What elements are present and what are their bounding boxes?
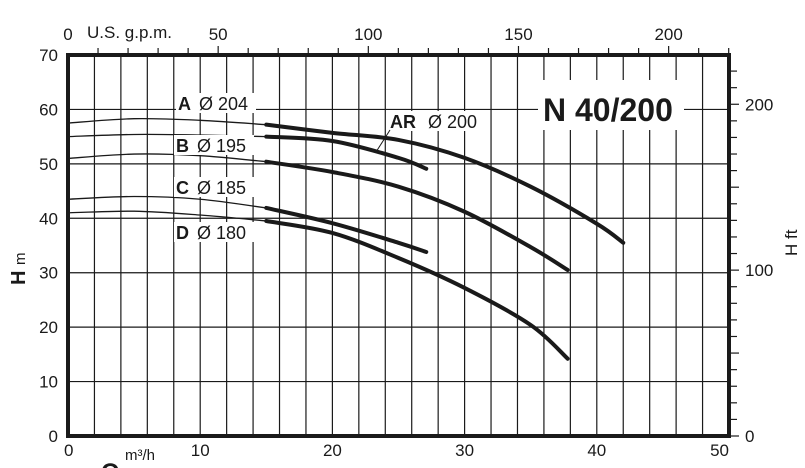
x-axis-label-symbol: Q — [101, 459, 120, 468]
curve-label-name: C — [176, 178, 189, 198]
curve-label-background — [174, 222, 254, 242]
curve-a — [264, 122, 626, 245]
curve-ar — [264, 134, 429, 171]
x-tick-label: 50 — [710, 441, 729, 460]
curve-label-diameter: Ø 185 — [197, 178, 246, 198]
curve-label-diameter: Ø 204 — [199, 94, 248, 114]
y-tick-label: 20 — [39, 318, 58, 337]
curve-c — [264, 205, 429, 255]
curve-label-diameter: Ø 180 — [197, 223, 246, 243]
x-tick-label: 10 — [191, 441, 210, 460]
x-tick-label: 30 — [455, 441, 474, 460]
curve-label-background — [176, 93, 256, 113]
curve-label-background — [174, 177, 254, 197]
y2-axis-label: H ft — [782, 229, 801, 256]
title-background — [538, 80, 684, 130]
x2-tick-label: 200 — [654, 25, 682, 44]
x2-tick-label: 50 — [209, 25, 228, 44]
y2-tick-label: 0 — [745, 427, 754, 446]
y2-tick-label: 100 — [745, 261, 773, 280]
y-tick-label: 0 — [49, 427, 58, 446]
x2-tick-label: 150 — [504, 25, 532, 44]
curve-c-thin — [67, 195, 267, 209]
y-tick-label: 50 — [39, 155, 58, 174]
y-axis-label-unit: m — [12, 253, 29, 266]
curve-label-c: C Ø 185 — [174, 177, 254, 198]
x2-tick-label: 100 — [354, 25, 382, 44]
curve-b-thin — [67, 153, 267, 163]
curve-label-background — [388, 111, 482, 131]
y-tick-label: 60 — [39, 100, 58, 119]
x2-tick-label: 0 — [63, 25, 72, 44]
curve-label-diameter: Ø 195 — [197, 136, 246, 156]
y-axis-label: H m — [8, 253, 30, 286]
curve-label-d: D Ø 180 — [174, 222, 254, 243]
y-tick-label: 40 — [39, 209, 58, 228]
curve-d — [264, 219, 570, 361]
curve-label-name: D — [176, 223, 189, 243]
y-tick-label: 10 — [39, 373, 58, 392]
curves — [67, 117, 626, 361]
curve-label-ar: AR Ø 200 — [388, 111, 482, 132]
y-axis-label-symbol: H — [8, 271, 30, 285]
curve-label-name: B — [176, 136, 189, 156]
chart-title: N 40/200 — [543, 92, 673, 128]
axis-ticks: 0 10 20 30 40 50 0 10 20 30 40 50 60 70 0 50 100 150 200 0 1… — [39, 25, 773, 460]
curve-b — [264, 159, 570, 272]
curve-label-name: A — [178, 94, 191, 114]
curve-d-thin — [67, 210, 267, 222]
x-tick-label: 40 — [587, 441, 606, 460]
ar-leader-line — [375, 129, 391, 153]
curve-a-thin — [67, 117, 267, 126]
x-tick-label: 20 — [323, 441, 342, 460]
curve-labels: A Ø 204 AR Ø 200 B Ø 195 C Ø 185 D Ø 180 — [174, 93, 482, 243]
curve-label-name: AR — [390, 112, 416, 132]
x-tick-label: 0 — [64, 441, 73, 460]
y2-tick-label: 200 — [745, 95, 773, 114]
x-axis-label-unit: m³/h — [125, 447, 155, 464]
y-tick-label: 70 — [39, 46, 58, 65]
y-tick-label: 30 — [39, 264, 58, 283]
curve-label-background — [174, 135, 254, 155]
curve-label-diameter: Ø 200 — [428, 112, 477, 132]
curve-label-a: A Ø 204 — [176, 93, 256, 114]
curve-label-b: B Ø 195 — [174, 135, 254, 156]
x2-axis-label: U.S. g.p.m. — [87, 23, 172, 42]
